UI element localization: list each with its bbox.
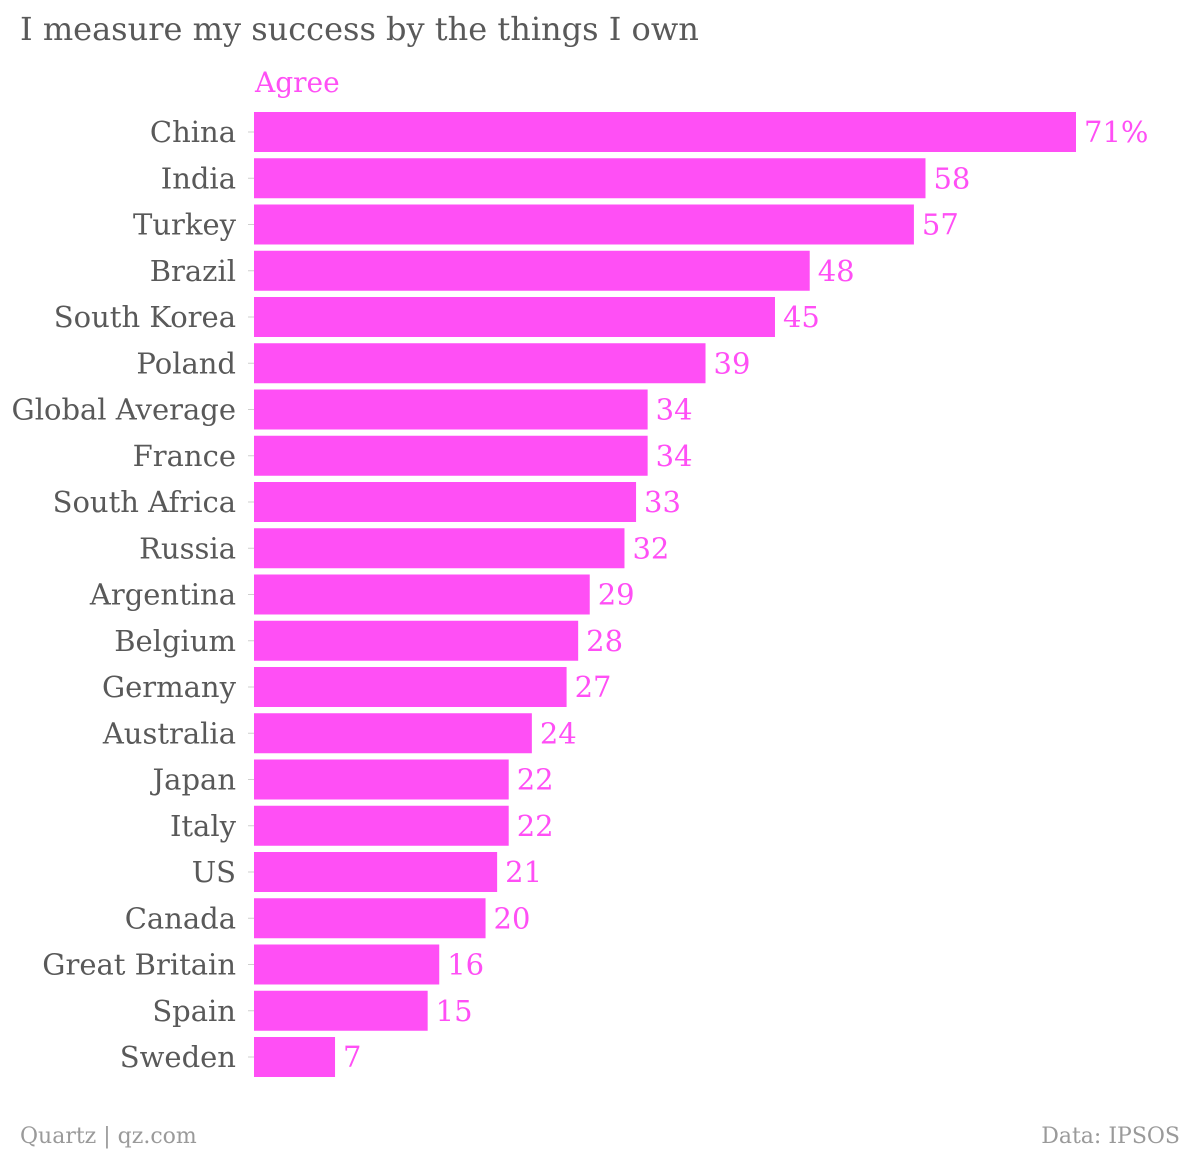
category-label: Japan [150,763,236,797]
bar [254,805,509,846]
value-label: 34 [656,393,693,427]
category-label: Australia [102,716,236,750]
category-label: Brazil [150,254,236,288]
category-label: Italy [170,809,237,843]
bar [254,852,498,892]
category-label: Russia [139,531,236,565]
bar [254,528,625,569]
category-label: Poland [136,346,236,380]
bar [254,435,648,476]
bar [254,158,926,199]
bar [254,204,914,245]
category-label: Argentina [89,578,236,612]
category-label: Spain [152,994,236,1028]
value-label: 15 [436,994,473,1028]
value-label: 29 [598,578,635,612]
bar [254,482,637,522]
category-label: Turkey [133,208,237,242]
value-label: 21 [505,855,542,889]
bar [254,343,706,384]
value-label: 33 [644,485,681,519]
value-label: 28 [586,624,623,658]
category-label: India [161,161,236,195]
value-label: 27 [575,670,612,704]
bar [254,250,810,291]
bar [254,759,509,800]
bar [254,297,775,337]
bar [254,944,440,985]
value-label: 32 [632,531,669,565]
value-label: 48 [818,254,855,288]
category-label: China [150,115,236,149]
chart-title: I measure my success by the things I own [20,10,699,48]
category-label: Global Average [12,393,236,427]
value-label: 16 [447,948,484,982]
legend-agree: Agree [254,66,340,99]
value-label: 39 [714,346,751,380]
value-label: 20 [494,901,531,935]
bar [254,620,579,661]
value-label: 7 [343,1040,361,1074]
category-label: Sweden [120,1040,236,1074]
value-label: 71% [1084,115,1148,149]
bar [254,389,648,430]
footer-source-left: Quartz | qz.com [20,1124,197,1149]
category-label: Germany [102,670,237,704]
bar [254,990,428,1031]
category-label: Belgium [114,624,236,658]
bar [254,667,567,707]
category-label: US [192,855,236,889]
bar [254,574,590,615]
bar [254,1037,336,1077]
category-label: Canada [125,901,236,935]
bar [254,112,1076,152]
category-label: South Korea [54,300,236,334]
footer-source-right: Data: IPSOS [1041,1124,1180,1149]
category-label: France [133,439,236,473]
bar [254,898,486,939]
value-label: 22 [517,809,554,843]
value-label: 34 [656,439,693,473]
bar [254,713,532,754]
value-label: 45 [783,300,820,334]
value-label: 58 [933,161,970,195]
category-label: Great Britain [42,948,236,982]
value-label: 24 [540,716,577,750]
value-label: 57 [922,208,959,242]
category-label: South Africa [53,485,236,519]
value-label: 22 [517,763,554,797]
